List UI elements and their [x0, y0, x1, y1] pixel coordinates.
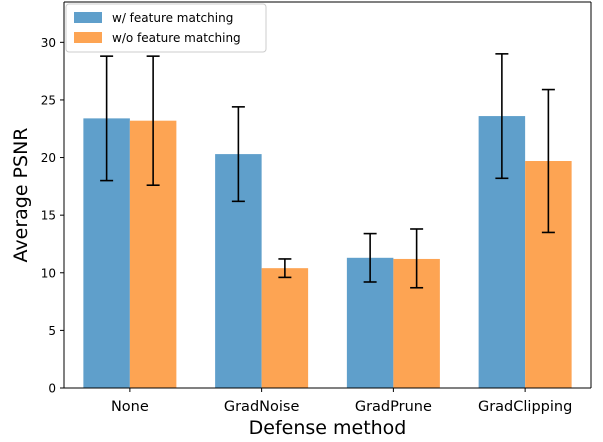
legend-box: [65, 3, 267, 53]
error-bar-gradprune-series-1: [363, 232, 377, 283]
error-bars-layer: [100, 53, 555, 289]
bar-gradnoise-series-2: [261, 268, 309, 388]
error-bar-none-series-2: [146, 55, 160, 187]
x-axis-label: Defense method: [249, 417, 407, 439]
axes: [63, 1, 592, 389]
y-tick-label: 0: [48, 382, 56, 396]
y-tick-label: 5: [48, 324, 56, 338]
y-tick-label: 20: [41, 151, 56, 165]
x-tick-label: GradPrune: [355, 399, 432, 415]
ticks-layer: 0 5 10 15 20 25 30 None GradNoise GradPrune GradCl…: [41, 36, 573, 415]
x-tick-label: GradClipping: [478, 399, 572, 415]
legend: w/ feature matching w/o feature matching: [65, 3, 267, 53]
error-bar-gradnoise-series-2: [278, 258, 292, 279]
error-bar-gradclipping-series-1: [495, 53, 509, 180]
legend-swatch: [74, 12, 102, 23]
y-axis-label: Average PSNR: [10, 128, 32, 263]
legend-swatch: [74, 32, 102, 43]
x-tick-label: None: [111, 399, 149, 415]
error-bar-gradprune-series-2: [410, 228, 424, 289]
x-tick-label: GradNoise: [224, 399, 300, 415]
bars-layer: [83, 116, 572, 388]
legend-label: w/ feature matching: [112, 11, 233, 25]
y-tick-label: 15: [41, 209, 56, 223]
legend-label: w/o feature matching: [112, 31, 241, 45]
y-tick-label: 30: [41, 36, 56, 50]
y-tick-label: 10: [41, 266, 56, 280]
error-bar-none-series-1: [100, 55, 114, 182]
error-bar-gradclipping-series-2: [541, 88, 555, 234]
error-bar-gradnoise-series-1: [231, 106, 245, 203]
y-tick-label: 25: [41, 93, 56, 107]
